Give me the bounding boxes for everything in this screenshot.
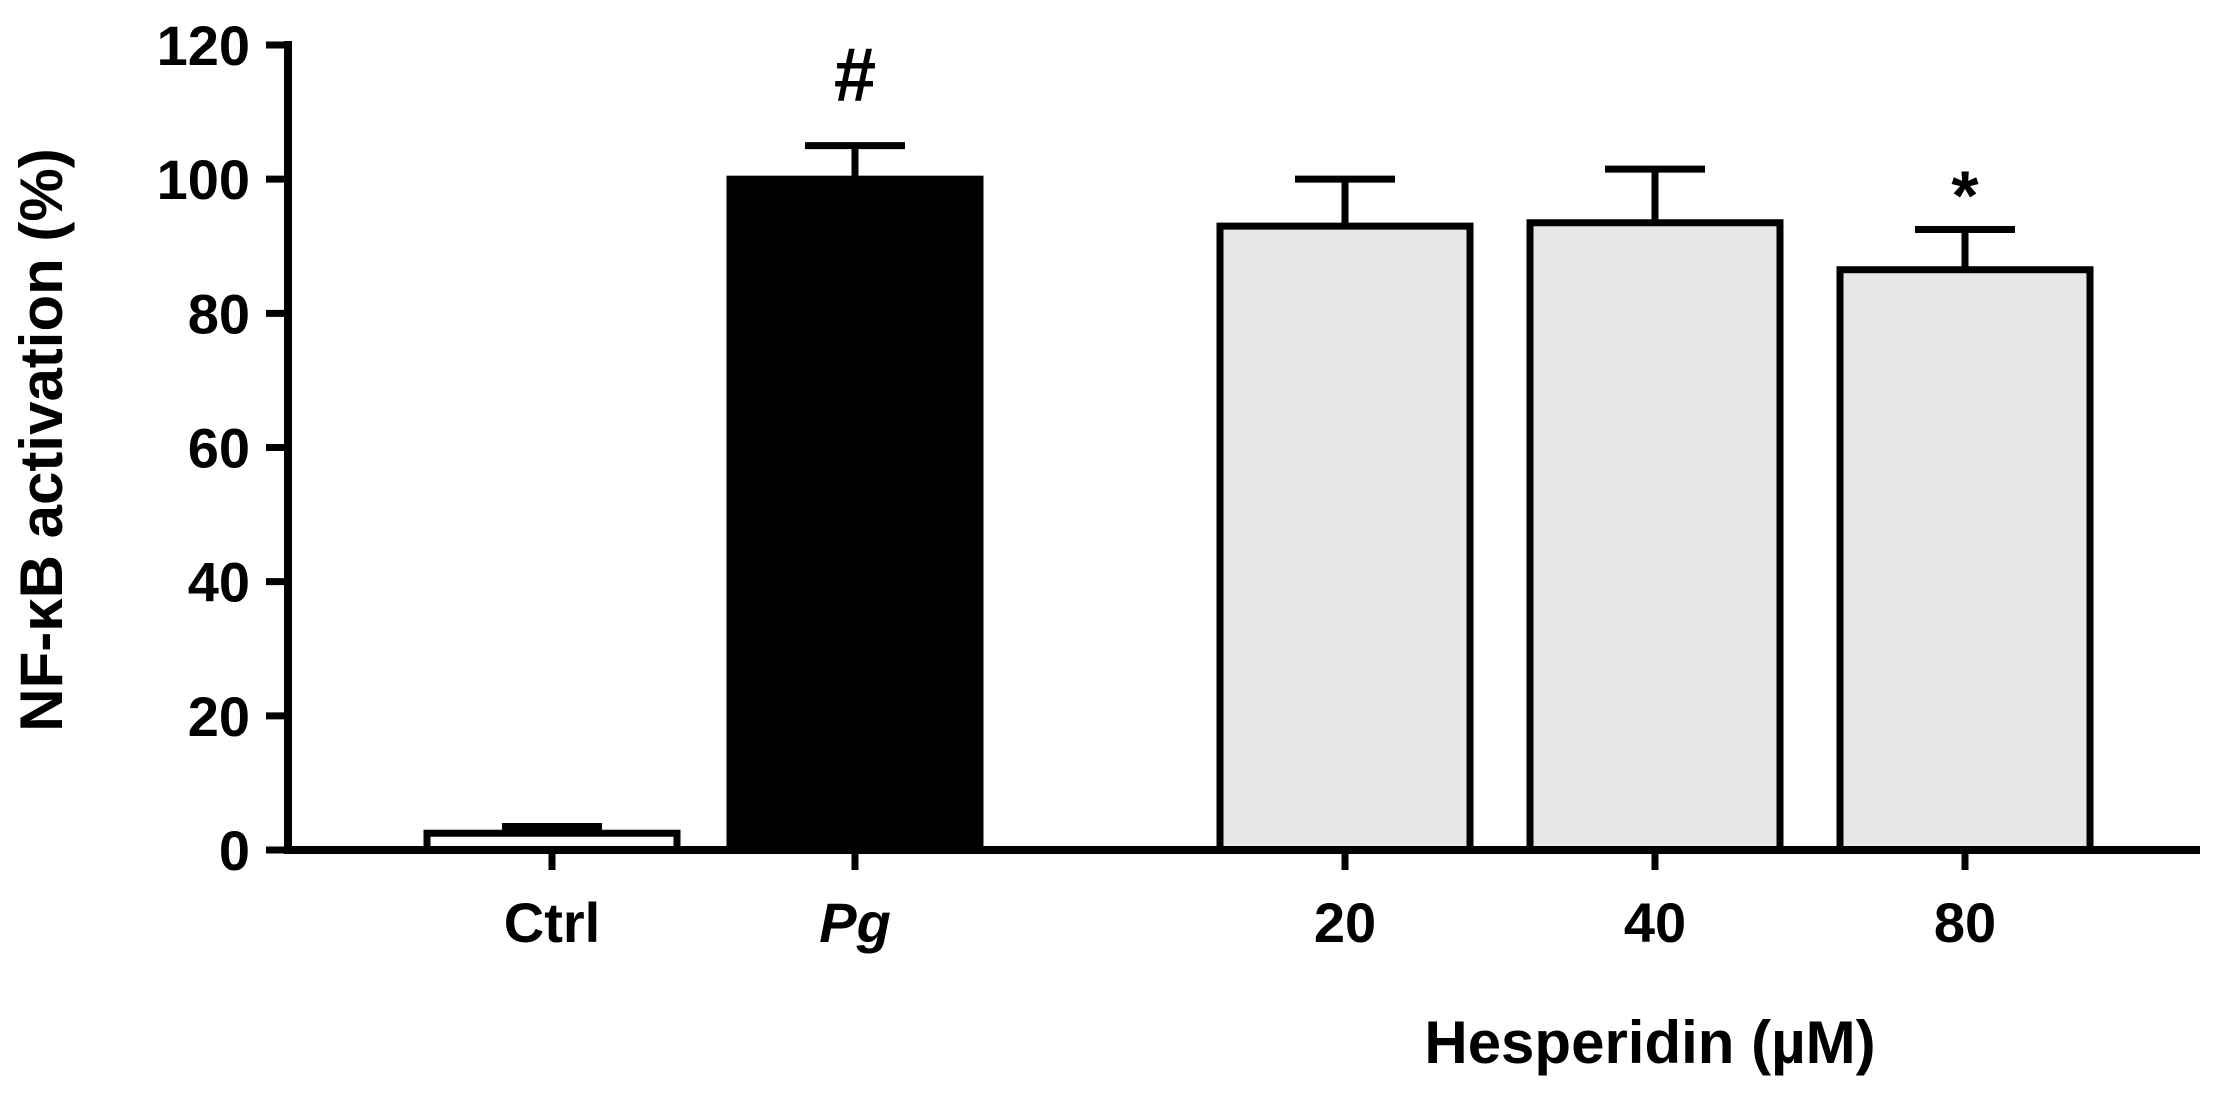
- y-tick-label-40: 40: [188, 551, 250, 614]
- bar-20: [1216, 222, 1474, 854]
- bars: [423, 175, 2094, 854]
- x-axis-title: Hesperidin (µM): [1424, 1009, 1875, 1076]
- x-tick-label-20: 20: [1314, 891, 1376, 954]
- error-bar-80: [1915, 225, 2015, 270]
- y-tick-label-0: 0: [219, 819, 250, 882]
- error-bar-20: [1295, 175, 1395, 227]
- error-bar-Ctrl: [502, 823, 602, 834]
- error-bar-40: [1605, 165, 1705, 223]
- x-tick-label-40: 40: [1624, 891, 1686, 954]
- x-tick-label-Pg: Pg: [819, 891, 891, 954]
- bar-40: [1526, 219, 1784, 854]
- error-bar-Pg: [805, 142, 905, 180]
- significance-marker-Pg: #: [834, 33, 876, 118]
- bar-80: [1836, 266, 2094, 854]
- x-tick-label-Ctrl: Ctrl: [504, 891, 600, 954]
- bar-Pg: [726, 175, 984, 854]
- x-tick-label-80: 80: [1934, 891, 1996, 954]
- error-bars: [502, 142, 2015, 834]
- labels: Ctrl Pg #20 40 80 * 0 20 40 60 80 100 120: [157, 14, 1997, 954]
- y-tick-label-100: 100: [157, 148, 250, 211]
- y-axis-title: NF-κB activation (%): [8, 148, 75, 731]
- y-tick-label-20: 20: [188, 685, 250, 748]
- y-tick-label-60: 60: [188, 417, 250, 480]
- significance-marker-80: *: [1951, 156, 1979, 234]
- y-tick-label-120: 120: [157, 14, 250, 77]
- y-tick-label-80: 80: [188, 282, 250, 345]
- axes: [266, 41, 2200, 870]
